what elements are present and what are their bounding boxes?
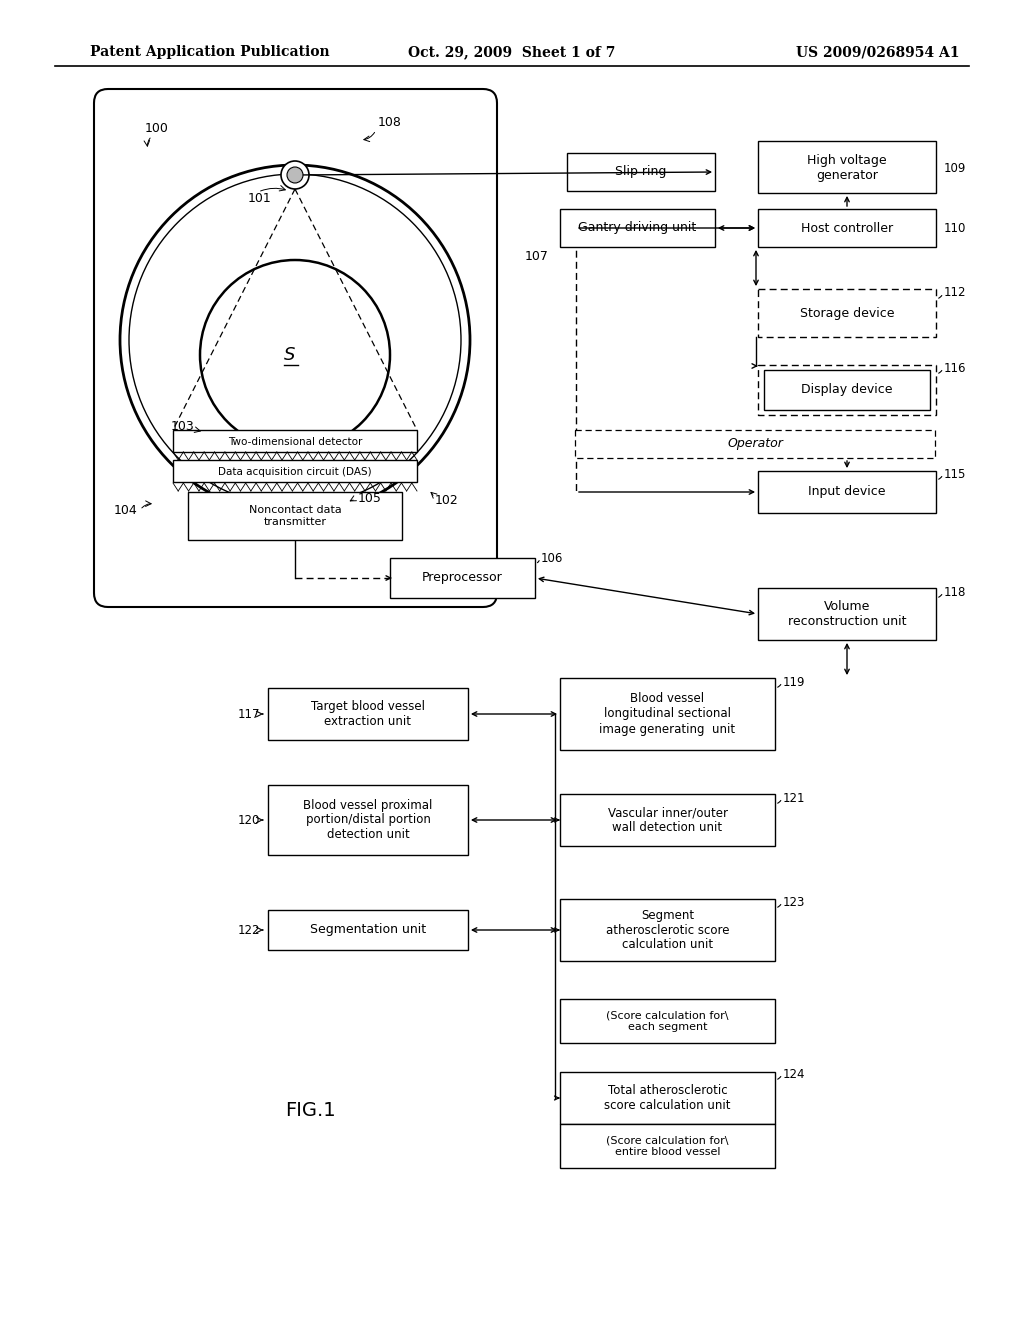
Text: 119: 119	[783, 676, 806, 689]
Bar	[268, 785, 468, 855]
Bar	[560, 1072, 775, 1125]
Bar	[758, 471, 936, 513]
Text: FIG.1: FIG.1	[285, 1101, 335, 1119]
Text: Slip ring: Slip ring	[615, 165, 667, 178]
Text: 122: 122	[238, 924, 260, 936]
Text: (Score calculation for\
entire blood vessel: (Score calculation for\ entire blood ves…	[606, 1135, 729, 1156]
Bar	[560, 209, 715, 247]
Text: Oct. 29, 2009  Sheet 1 of 7: Oct. 29, 2009 Sheet 1 of 7	[409, 45, 615, 59]
Bar	[567, 153, 715, 191]
Text: Vascular inner/outer
wall detection unit: Vascular inner/outer wall detection unit	[607, 807, 727, 834]
Bar	[560, 678, 775, 750]
Circle shape	[281, 161, 309, 189]
Text: S: S	[285, 346, 296, 364]
Text: 112: 112	[944, 286, 967, 300]
Text: Storage device: Storage device	[800, 306, 894, 319]
Text: Host controller: Host controller	[801, 222, 893, 235]
Text: 123: 123	[783, 895, 805, 908]
Bar	[758, 587, 936, 640]
Text: 103: 103	[170, 421, 194, 433]
Bar	[758, 209, 936, 247]
Text: Noncontact data
transmitter: Noncontact data transmitter	[249, 506, 341, 527]
Text: 108: 108	[378, 116, 401, 129]
Text: 118: 118	[944, 586, 967, 598]
Text: 106: 106	[541, 552, 563, 565]
Text: Target blood vessel
extraction unit: Target blood vessel extraction unit	[311, 700, 425, 729]
Text: Operator: Operator	[727, 437, 783, 450]
Bar	[173, 459, 417, 482]
Text: 117: 117	[238, 708, 260, 721]
Text: 115: 115	[944, 467, 967, 480]
Text: 109: 109	[944, 161, 967, 174]
Bar	[560, 1125, 775, 1168]
Text: Two-dimensional detector: Two-dimensional detector	[227, 437, 362, 447]
Text: Data acquisition circuit (DAS): Data acquisition circuit (DAS)	[218, 467, 372, 477]
Bar	[560, 999, 775, 1043]
Bar	[560, 795, 775, 846]
Bar	[575, 430, 935, 458]
Text: (Score calculation for\
each segment: (Score calculation for\ each segment	[606, 1010, 729, 1032]
Text: 107: 107	[525, 249, 549, 263]
Text: 104: 104	[114, 503, 137, 516]
Text: 124: 124	[783, 1068, 806, 1081]
Bar	[758, 289, 936, 337]
Bar	[268, 688, 468, 741]
Text: 105: 105	[358, 491, 382, 504]
Text: Input device: Input device	[808, 486, 886, 499]
Bar	[758, 141, 936, 193]
Bar	[188, 492, 402, 540]
Text: Blood vessel
longitudinal sectional
image generating  unit: Blood vessel longitudinal sectional imag…	[599, 693, 735, 735]
Text: Segment
atherosclerotic score
calculation unit: Segment atherosclerotic score calculatio…	[606, 908, 729, 952]
Text: Preprocessor: Preprocessor	[422, 572, 503, 585]
Text: Gantry driving unit: Gantry driving unit	[579, 222, 696, 235]
Text: 116: 116	[944, 362, 967, 375]
Text: 102: 102	[435, 494, 459, 507]
FancyBboxPatch shape	[94, 88, 497, 607]
Text: 110: 110	[944, 222, 967, 235]
Text: 120: 120	[238, 813, 260, 826]
Text: Blood vessel proximal
portion/distal portion
detection unit: Blood vessel proximal portion/distal por…	[303, 799, 433, 842]
Bar	[268, 909, 468, 950]
Text: Volume
reconstruction unit: Volume reconstruction unit	[787, 601, 906, 628]
Text: 100: 100	[145, 121, 169, 135]
Text: Patent Application Publication: Patent Application Publication	[90, 45, 330, 59]
Text: High voltage
generator: High voltage generator	[807, 154, 887, 182]
Text: Total atherosclerotic
score calculation unit: Total atherosclerotic score calculation …	[604, 1084, 731, 1111]
Circle shape	[287, 168, 303, 183]
Bar	[764, 370, 930, 411]
Text: US 2009/0268954 A1: US 2009/0268954 A1	[797, 45, 961, 59]
Text: 121: 121	[783, 792, 806, 804]
Bar	[173, 430, 417, 451]
Bar	[390, 558, 535, 598]
Text: Segmentation unit: Segmentation unit	[310, 924, 426, 936]
Text: Display device: Display device	[801, 384, 893, 396]
Text: 101: 101	[248, 191, 271, 205]
Bar	[758, 366, 936, 414]
Bar	[560, 899, 775, 961]
